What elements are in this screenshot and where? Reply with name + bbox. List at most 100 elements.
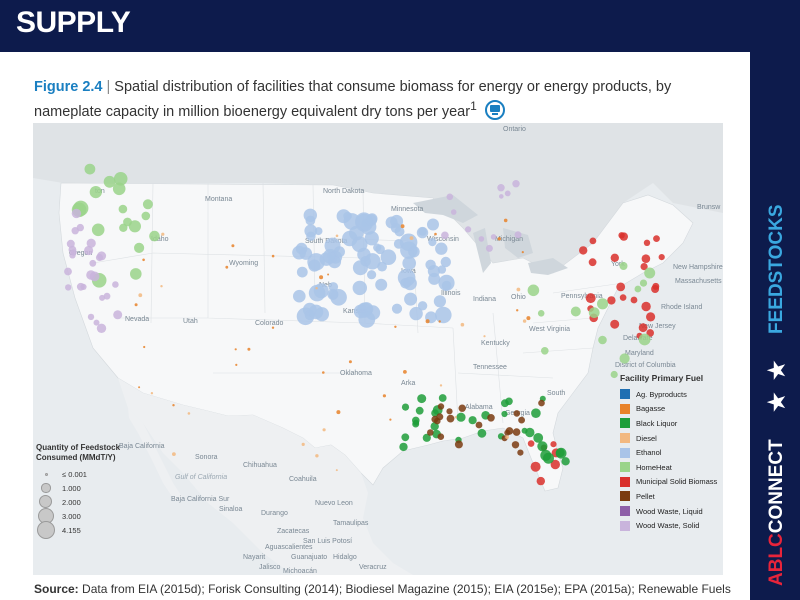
facility-marker [234,348,237,351]
facility-marker [490,234,497,240]
map-label-minnesota: Minnesota [391,206,423,213]
facility-marker [172,404,175,407]
facility-marker [512,428,521,436]
facility-marker [477,428,487,438]
facility-marker [634,285,642,293]
legend-swatch [620,520,630,531]
facility-marker [505,397,513,406]
facility-marker [327,288,339,300]
map-label-alabama: Alabama [465,404,493,411]
facility-marker [579,246,588,255]
facility-marker [456,412,466,422]
legend-swatch [620,476,630,487]
facility-marker [333,246,345,258]
facility-marker [112,182,126,196]
facility-marker [113,310,123,320]
size-legend-title: Quantity of Feedstock Consumed (MMdT/Y) [36,443,121,462]
facility-marker [296,266,308,278]
facility-marker [550,459,560,470]
map-label-sonora: Sonora [195,454,218,461]
facility-marker [123,217,132,227]
legend-swatch [620,389,630,400]
facility-marker [653,235,660,242]
legend-item-municipal-solid-biomass: Municipal Solid Biomass [620,475,730,490]
map-label-arkansas: Arka [401,380,416,387]
facility-marker [412,419,420,426]
legend-swatch [620,418,630,429]
legend-label: Wood Waste, Solid [636,521,700,531]
facility-marker [619,294,627,301]
fuel-legend-title: Facility Primary Fuel [620,373,704,383]
header-bar: SUPPLY [0,0,750,52]
facility-marker [454,416,457,419]
facility-marker [103,292,111,300]
facility-marker [537,310,545,317]
map-label-gulf-of-california: Gulf of California [175,474,227,481]
facility-marker [511,441,520,449]
monitor-icon[interactable] [484,99,505,120]
facility-marker [504,190,511,197]
facility-marker [409,236,414,240]
facility-marker [460,322,465,327]
facility-marker [355,212,373,231]
size-legend-row: 1.000 [36,481,156,495]
facility-marker [454,440,463,449]
facility-marker [71,227,79,235]
map-label-michigan: Michigan [495,236,523,243]
facility-marker [91,223,105,237]
facility-marker [306,231,316,241]
facility-marker [225,265,229,269]
size-circle [44,472,48,476]
facility-marker [570,306,581,317]
baja-peninsula [128,408,183,501]
map-label-rhode-island: Rhode Island [661,304,702,311]
facility-marker [394,325,397,328]
facility-marker [616,282,626,292]
facility-marker [561,457,570,466]
size-label: 1.000 [62,484,81,493]
map-label-jalisco: Jalisco [259,564,281,571]
facility-marker [483,335,486,338]
map-frame: Ontario Montana North Dakota Minnesota W… [33,123,723,575]
legend-swatch [620,447,630,458]
legend-item-bagasse: Bagasse [620,402,730,417]
facility-marker [441,231,449,240]
facility-marker [128,220,141,233]
facility-markers [64,163,665,486]
facility-marker [271,326,275,329]
legend-item-wood-waste-solid: Wood Waste, Solid [620,518,730,533]
facility-marker [364,231,379,246]
facility-marker [465,226,472,233]
legend-item-black-liquor: Black Liquor [620,416,730,431]
facility-marker [516,309,519,312]
facility-marker [353,304,368,319]
facility-marker [478,236,485,242]
facility-marker [416,226,429,239]
map-label-hidalgo: Hidalgo [333,554,357,561]
facility-marker [438,320,441,323]
facility-marker [428,272,441,285]
facility-marker [231,244,235,248]
size-circle [39,495,53,509]
legend-item-ag-byproducts: Ag. Byproducts [620,387,730,402]
facility-marker [641,301,651,312]
size-circle [36,520,56,540]
facility-marker [585,293,596,304]
facility-marker [503,218,508,223]
map-label-ontario: Ontario [503,126,526,133]
legend-item-pellet: Pellet [620,489,730,504]
size-label: 3.000 [62,512,81,521]
size-label: 4.155 [62,526,81,535]
facility-marker [446,414,455,423]
size-legend-row: ≤ 0.001 [36,467,156,481]
size-label: ≤ 0.001 [62,470,87,479]
legend-item-homeheat: HomeHeat [620,460,730,475]
facility-marker [389,418,392,421]
map-label-kentucky: Kentucky [481,340,510,347]
page-title: SUPPLY [16,6,131,39]
facility-marker [327,251,336,261]
map-label-oregon: Oregon [69,250,92,257]
facility-marker [610,319,620,329]
canada-land [33,123,723,273]
map-label-coahuila: Coahuila [289,476,317,483]
